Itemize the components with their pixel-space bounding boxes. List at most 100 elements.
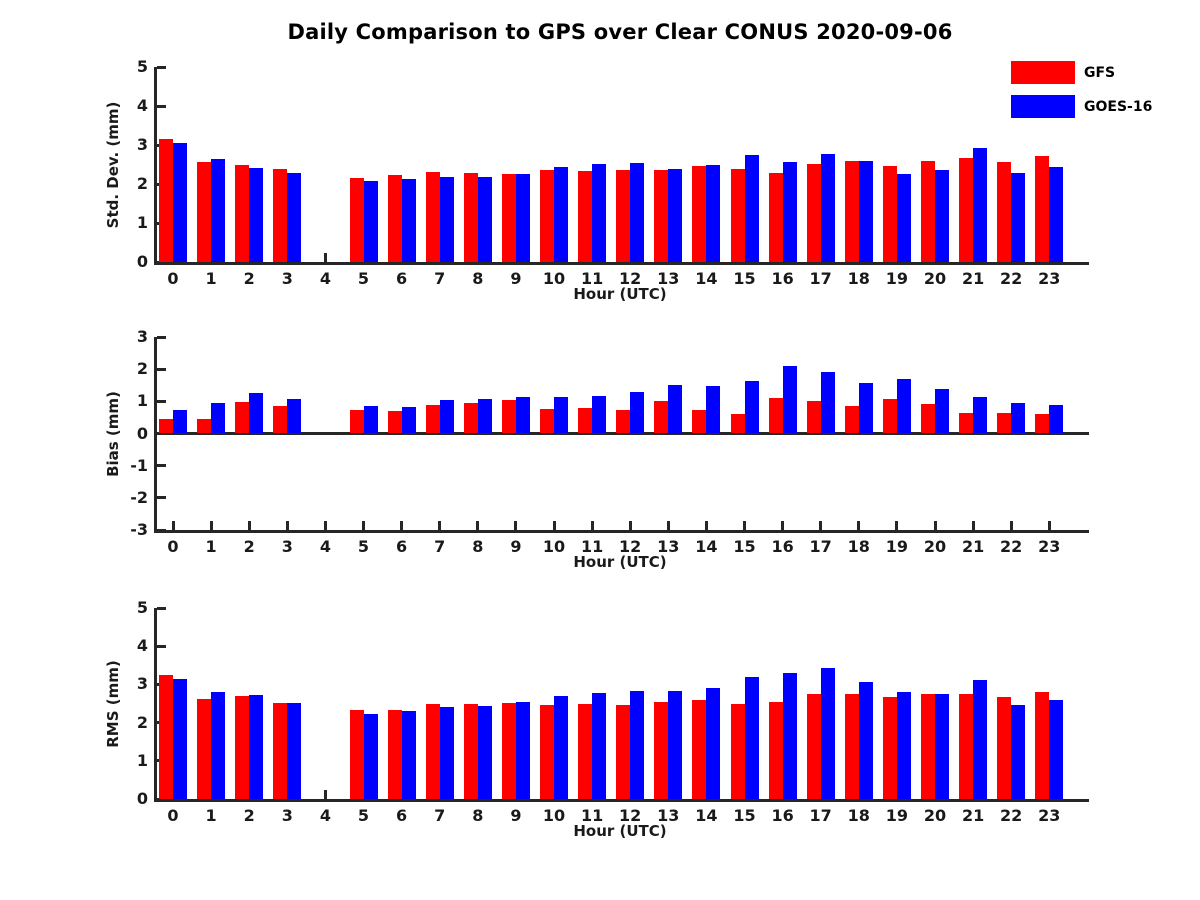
y-tick-label: 2 [136, 712, 148, 732]
x-tick-label: 19 [885, 537, 909, 556]
bar-gfs-h20 [921, 403, 935, 434]
x-tick [628, 521, 632, 530]
x-tick [1047, 521, 1051, 530]
bar-goes16-h19 [896, 378, 911, 434]
x-tick-label: 8 [472, 269, 484, 288]
bar-gfs-h16 [768, 701, 783, 799]
bar-gfs-h12 [616, 409, 631, 434]
bar-goes16-h12 [630, 690, 645, 799]
x-tick-label: 4 [319, 269, 331, 288]
x-tick-label: 15 [733, 537, 756, 556]
bar-goes16-h5 [363, 181, 378, 262]
bar-gfs-h9 [501, 174, 516, 262]
x-tick [323, 790, 327, 799]
x-tick-label: 3 [281, 806, 293, 825]
x-tick-label: 18 [847, 806, 870, 825]
bar-gfs-h7 [425, 171, 440, 262]
y-tick-label: 1 [136, 213, 148, 232]
bar-goes16-h16 [782, 365, 797, 434]
bar-goes16-h10 [554, 397, 568, 434]
bar-gfs-h21 [959, 694, 974, 799]
bar-gfs-h15 [730, 413, 745, 434]
y-tick-label: 0 [136, 252, 148, 271]
bar-goes16-h1 [211, 692, 226, 799]
x-tick-label: 14 [695, 269, 718, 288]
x-tick-label: 17 [809, 537, 832, 556]
bar-goes16-h0 [173, 143, 187, 262]
y-tick [157, 367, 166, 371]
bar-goes16-h16 [782, 672, 797, 799]
bar-goes16-h16 [782, 162, 797, 262]
bar-goes16-h5 [363, 713, 378, 799]
x-tick-label: 13 [657, 537, 680, 556]
bar-gfs-h7 [425, 703, 440, 799]
y-tick-label: 4 [136, 96, 148, 115]
x-tick-label: 1 [205, 537, 217, 556]
bar-goes16-h13 [668, 385, 683, 434]
x-tick-label: 21 [961, 537, 985, 556]
y-tick-label: 3 [136, 135, 148, 154]
x-tick-label: 7 [434, 269, 446, 288]
bar-goes16-h14 [706, 687, 721, 799]
x-tick [171, 521, 175, 530]
chart-title: Daily Comparison to GPS over Clear CONUS… [287, 20, 953, 44]
bar-goes16-h14 [706, 385, 721, 434]
bar-gfs-h8 [463, 402, 478, 434]
bar-goes16-h13 [668, 691, 683, 799]
x-tick-label: 0 [167, 269, 179, 288]
y-tick-label: 5 [136, 57, 148, 76]
x-tick [666, 521, 670, 530]
bar-gfs-h23 [1035, 155, 1050, 262]
x-tick-label: 8 [472, 537, 484, 556]
y-tick [157, 797, 166, 801]
x-tick [247, 521, 251, 530]
x-tick-label: 3 [281, 269, 293, 288]
bar-goes16-h17 [820, 371, 835, 434]
x-tick-label: 1 [205, 269, 217, 288]
bar-goes16-h9 [515, 174, 530, 262]
bar-gfs-h22 [997, 412, 1012, 434]
bar-gfs-h9 [501, 703, 516, 799]
x-tick [285, 521, 289, 530]
bar-gfs-h0 [159, 674, 173, 799]
bar-goes16-h21 [973, 148, 988, 262]
bar-gfs-h14 [692, 410, 707, 434]
x-tick-label: 3 [281, 537, 293, 556]
bar-gfs-h19 [882, 697, 897, 799]
bar-gfs-h0 [159, 419, 173, 434]
bar-gfs-h13 [654, 170, 669, 262]
x-tick-label: 6 [396, 537, 408, 556]
x-tick-label: 13 [657, 806, 680, 825]
x-tick-label: 9 [510, 269, 522, 288]
plot-area-rms: 0 1 2 3 4 5 0 1 2 3 4 5 6 7 8 9 10 11 12 13 14 15 16 17 18 19 20 21… [137, 599, 1089, 825]
bar-goes16-h23 [1049, 699, 1064, 799]
legend: GFS GOES-16 [1011, 61, 1152, 129]
bar-goes16-h2 [249, 694, 264, 799]
x-tick-label: 5 [357, 537, 370, 556]
bar-gfs-h23 [1035, 414, 1050, 434]
bar-gfs-h20 [921, 694, 935, 799]
bar-gfs-h15 [730, 168, 745, 262]
x-tick-label: 21 [961, 806, 985, 825]
bar-goes16-h23 [1049, 405, 1064, 434]
y-tick-label: 5 [136, 598, 148, 617]
x-tick-label: 20 [923, 269, 947, 288]
bar-gfs-h2 [235, 165, 250, 262]
x-tick-label: 19 [885, 806, 909, 825]
x-tick-label: 12 [619, 269, 642, 288]
x-tick-label: 18 [847, 269, 870, 288]
bar-gfs-h11 [578, 171, 593, 262]
x-axis-label-rms: Hour (UTC) [573, 822, 667, 840]
bar-goes16-h19 [896, 174, 911, 262]
y-tick-label: 3 [136, 327, 148, 346]
bar-gfs-h5 [349, 710, 364, 799]
x-tick-label: 10 [542, 806, 566, 825]
bar-goes16-h11 [592, 163, 607, 262]
bar-gfs-h19 [882, 398, 897, 434]
bar-gfs-h1 [197, 161, 212, 262]
x-tick-label: 20 [923, 806, 947, 825]
legend-entry-goes16: GOES-16 [1011, 95, 1152, 118]
x-tick-label: 4 [319, 806, 331, 825]
bar-gfs-h22 [997, 697, 1012, 799]
bar-gfs-h1 [197, 698, 212, 799]
